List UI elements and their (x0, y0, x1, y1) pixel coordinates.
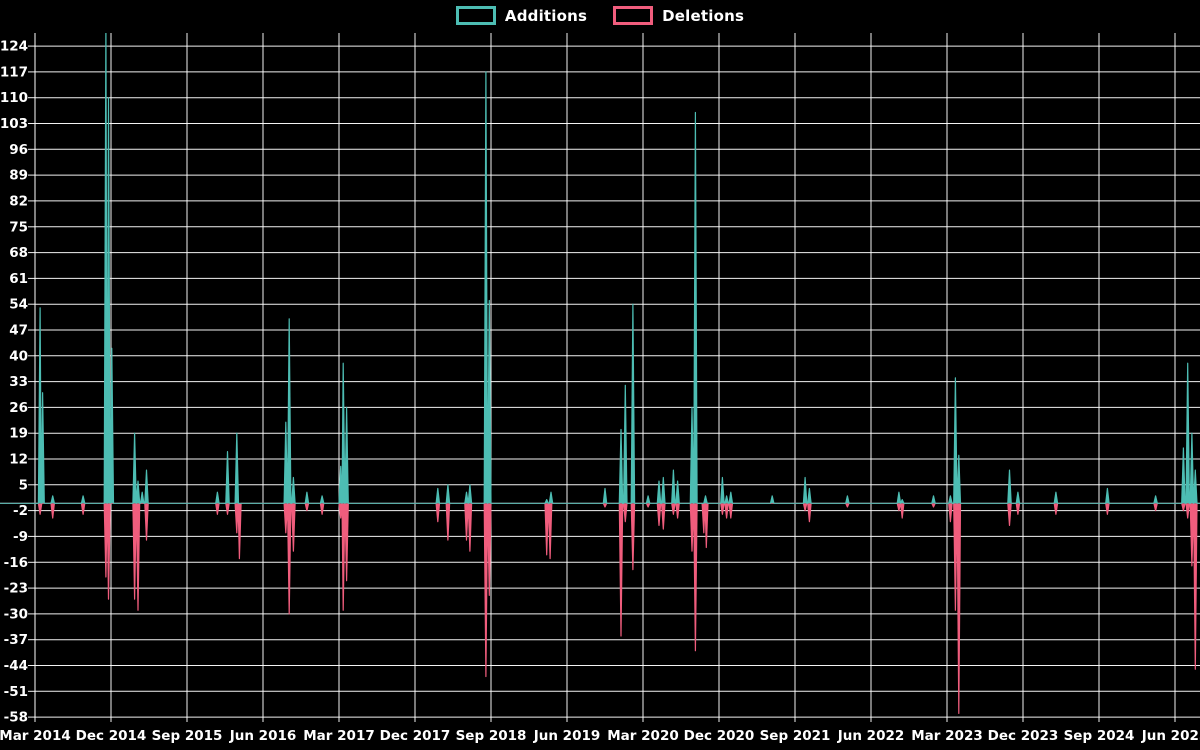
svg-text:5: 5 (19, 477, 28, 493)
svg-text:26: 26 (9, 400, 28, 416)
svg-text:Mar 2020: Mar 2020 (607, 728, 678, 744)
svg-text:-2: -2 (13, 503, 28, 519)
deletions-swatch-icon (613, 6, 654, 25)
legend-item-additions: Additions (455, 6, 588, 25)
svg-text:Jun 2022: Jun 2022 (837, 728, 905, 744)
svg-text:-30: -30 (4, 606, 28, 622)
svg-text:117: 117 (0, 64, 28, 80)
svg-text:Sep 2018: Sep 2018 (456, 728, 527, 744)
svg-text:Dec 2023: Dec 2023 (988, 728, 1059, 744)
svg-text:Sep 2024: Sep 2024 (1064, 728, 1135, 744)
svg-text:Mar 2017: Mar 2017 (303, 728, 374, 744)
svg-text:19: 19 (9, 426, 28, 442)
svg-text:-9: -9 (13, 529, 28, 545)
x-gridlines (34, 33, 1176, 722)
svg-text:Dec 2017: Dec 2017 (380, 728, 451, 744)
svg-text:54: 54 (9, 297, 28, 313)
svg-text:Jun 2016: Jun 2016 (229, 728, 297, 744)
svg-text:-23: -23 (4, 581, 28, 597)
svg-text:Sep 2015: Sep 2015 (152, 728, 223, 744)
svg-text:Mar 2014: Mar 2014 (0, 728, 71, 744)
svg-text:96: 96 (9, 142, 28, 158)
svg-text:Sep 2021: Sep 2021 (760, 728, 831, 744)
svg-text:-51: -51 (4, 684, 28, 700)
svg-text:89: 89 (9, 168, 28, 184)
svg-text:61: 61 (9, 271, 28, 287)
deletions-series (0, 502, 1200, 714)
svg-text:103: 103 (0, 116, 28, 132)
svg-text:Dec 2020: Dec 2020 (684, 728, 755, 744)
additions-swatch-icon (455, 6, 496, 25)
svg-text:40: 40 (9, 348, 28, 364)
svg-text:47: 47 (9, 323, 28, 339)
svg-text:Jun 2019: Jun 2019 (533, 728, 601, 744)
svg-text:-58: -58 (4, 710, 28, 726)
svg-text:Mar 2023: Mar 2023 (911, 728, 982, 744)
additions-series (0, 33, 1200, 504)
svg-text:12: 12 (9, 452, 28, 468)
svg-text:75: 75 (9, 219, 28, 235)
y-tick-labels: 124 117 110 103 96 89 82 75 68 61 54 47 40 33 26 19 12 5 -… (0, 39, 28, 726)
svg-text:-16: -16 (4, 555, 28, 571)
svg-text:-37: -37 (4, 632, 28, 648)
svg-text:Dec 2014: Dec 2014 (76, 728, 147, 744)
svg-text:68: 68 (9, 245, 28, 261)
svg-text:82: 82 (9, 193, 28, 209)
legend-label-additions: Additions (504, 6, 588, 25)
svg-text:124: 124 (0, 39, 28, 55)
svg-text:Jun 2025: Jun 2025 (1141, 728, 1200, 744)
legend-label-deletions: Deletions (662, 6, 745, 25)
legend: Additions Deletions (0, 6, 1200, 25)
svg-text:-44: -44 (4, 658, 28, 674)
x-tick-labels: Mar 2014 Dec 2014 Sep 2015 Jun 2016 Mar 2017… (0, 728, 1200, 744)
y-gridlines (28, 45, 1200, 718)
svg-text:110: 110 (0, 90, 28, 106)
svg-text:33: 33 (9, 374, 28, 390)
legend-item-deletions: Deletions (613, 6, 744, 25)
